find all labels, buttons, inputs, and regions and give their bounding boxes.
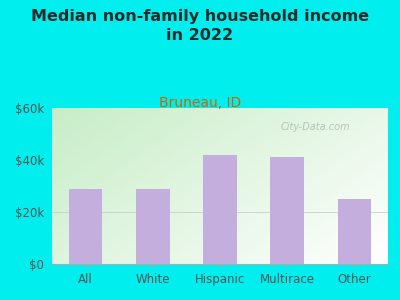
Bar [338,199,371,264]
Text: Median non-family household income
in 2022: Median non-family household income in 20… [31,9,369,43]
Bar [69,189,102,264]
Text: Bruneau, ID: Bruneau, ID [159,96,241,110]
Bar [270,158,304,264]
Bar [203,155,237,264]
Text: City-Data.com: City-Data.com [280,122,350,132]
Bar [136,189,170,264]
